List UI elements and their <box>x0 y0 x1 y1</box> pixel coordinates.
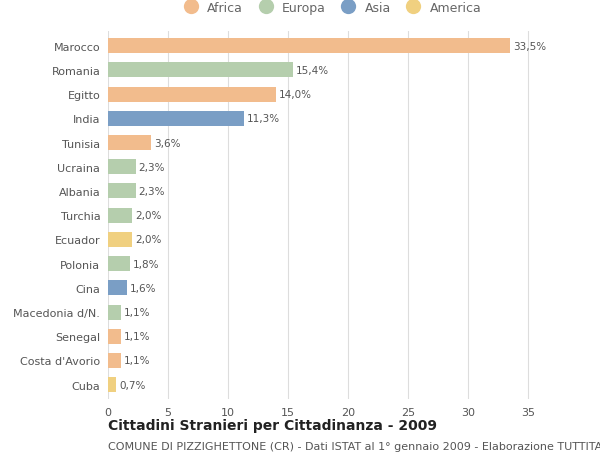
Text: 2,0%: 2,0% <box>135 235 161 245</box>
Text: 14,0%: 14,0% <box>279 90 312 100</box>
Bar <box>108 305 121 320</box>
Bar <box>108 377 116 392</box>
Text: 0,7%: 0,7% <box>119 380 146 390</box>
Bar <box>108 281 127 296</box>
Bar <box>108 329 121 344</box>
Text: 1,6%: 1,6% <box>130 283 157 293</box>
Bar <box>108 208 132 223</box>
Text: 1,1%: 1,1% <box>124 331 151 341</box>
Bar <box>108 112 244 127</box>
Text: COMUNE DI PIZZIGHETTONE (CR) - Dati ISTAT al 1° gennaio 2009 - Elaborazione TUTT: COMUNE DI PIZZIGHETTONE (CR) - Dati ISTA… <box>108 441 600 451</box>
Bar <box>108 160 136 175</box>
Bar <box>108 136 151 151</box>
Bar <box>108 257 130 272</box>
Bar <box>108 184 136 199</box>
Bar <box>108 353 121 368</box>
Text: 15,4%: 15,4% <box>296 66 329 76</box>
Text: 33,5%: 33,5% <box>513 42 546 51</box>
Text: 1,1%: 1,1% <box>124 356 151 366</box>
Text: 1,8%: 1,8% <box>133 259 159 269</box>
Legend: Africa, Europa, Asia, America: Africa, Europa, Asia, America <box>179 2 481 15</box>
Text: 2,0%: 2,0% <box>135 211 161 221</box>
Bar <box>108 63 293 78</box>
Text: 2,3%: 2,3% <box>139 186 165 196</box>
Text: Cittadini Stranieri per Cittadinanza - 2009: Cittadini Stranieri per Cittadinanza - 2… <box>108 418 437 431</box>
Bar <box>108 232 132 247</box>
Text: 2,3%: 2,3% <box>139 162 165 173</box>
Bar <box>108 39 510 54</box>
Text: 1,1%: 1,1% <box>124 308 151 317</box>
Text: 3,6%: 3,6% <box>154 138 181 148</box>
Text: 11,3%: 11,3% <box>247 114 280 124</box>
Bar <box>108 88 276 102</box>
